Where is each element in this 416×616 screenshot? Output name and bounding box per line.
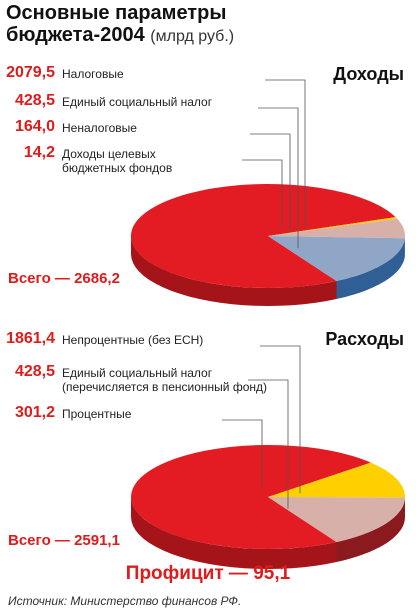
- pie0-leader-3: [242, 159, 283, 228]
- pie0-slice-0: [130, 183, 396, 288]
- income-label-nontax: Неналоговые: [62, 121, 137, 135]
- pie0-side-1: [336, 238, 405, 299]
- expense-label-esn-1: Единый социальный налог: [62, 366, 213, 380]
- pie1-side-1: [336, 497, 405, 562]
- pie0-slice-2: [268, 218, 406, 239]
- expense-label-interest: Процентные: [62, 407, 132, 421]
- pie0-slice-1: [268, 236, 405, 281]
- surplus-label: Профицит — 95,1: [125, 563, 291, 584]
- pie0-leader-1: [258, 107, 299, 249]
- pie1-side-0: [131, 497, 337, 569]
- pie1-leader-2: [222, 419, 263, 489]
- income-value-esn: 428,5: [14, 92, 55, 109]
- pie1-leader-0: [260, 345, 301, 494]
- pie1-slice-0: [130, 444, 371, 549]
- title-line-2: бюджета-2004: [6, 24, 145, 46]
- pie0-slice-3: [268, 217, 398, 236]
- expense-value-interest: 301,2: [14, 404, 55, 421]
- income-value-nontax: 164,0: [14, 118, 55, 135]
- expense-value-esn: 428,5: [14, 363, 55, 380]
- income-section-title: Доходы: [333, 64, 404, 84]
- expense-value-nonint: 1861,4: [6, 330, 55, 347]
- expense-total: Всего — 2591,1: [8, 532, 120, 549]
- expense-label-nonint: Непроцентные (без ЕСН): [62, 333, 204, 347]
- pie1-slice-2: [268, 462, 406, 498]
- income-value-funds: 14,2: [23, 144, 55, 161]
- pie1-leader-1: [248, 379, 289, 509]
- pie0-side-0: [131, 236, 337, 306]
- expense-section-title: Расходы: [325, 329, 404, 349]
- title-line-1: Основные параметры: [6, 2, 227, 24]
- income-value-tax: 2079,5: [6, 64, 55, 81]
- chart-title: Основные параметры бюджета-2004 (млрд ру…: [6, 2, 234, 48]
- income-label-funds-1: Доходы целевых: [62, 147, 156, 161]
- title-unit: (млрд руб.): [150, 28, 235, 45]
- source-note: Источник: Министерство финансов РФ.: [8, 594, 242, 608]
- pie0-leader-2: [250, 133, 291, 233]
- expense-label-esn-2: (перечисляется в пенсионный фонд): [62, 380, 268, 394]
- income-label-tax: Налоговые: [62, 67, 124, 81]
- pie0-leader-0: [265, 79, 306, 229]
- income-label-esn: Единый социальный налог: [62, 95, 213, 109]
- income-label-funds-2: бюджетных фондов: [62, 161, 173, 175]
- pie1-slice-1: [268, 497, 405, 542]
- income-total: Всего — 2686,2: [8, 270, 120, 287]
